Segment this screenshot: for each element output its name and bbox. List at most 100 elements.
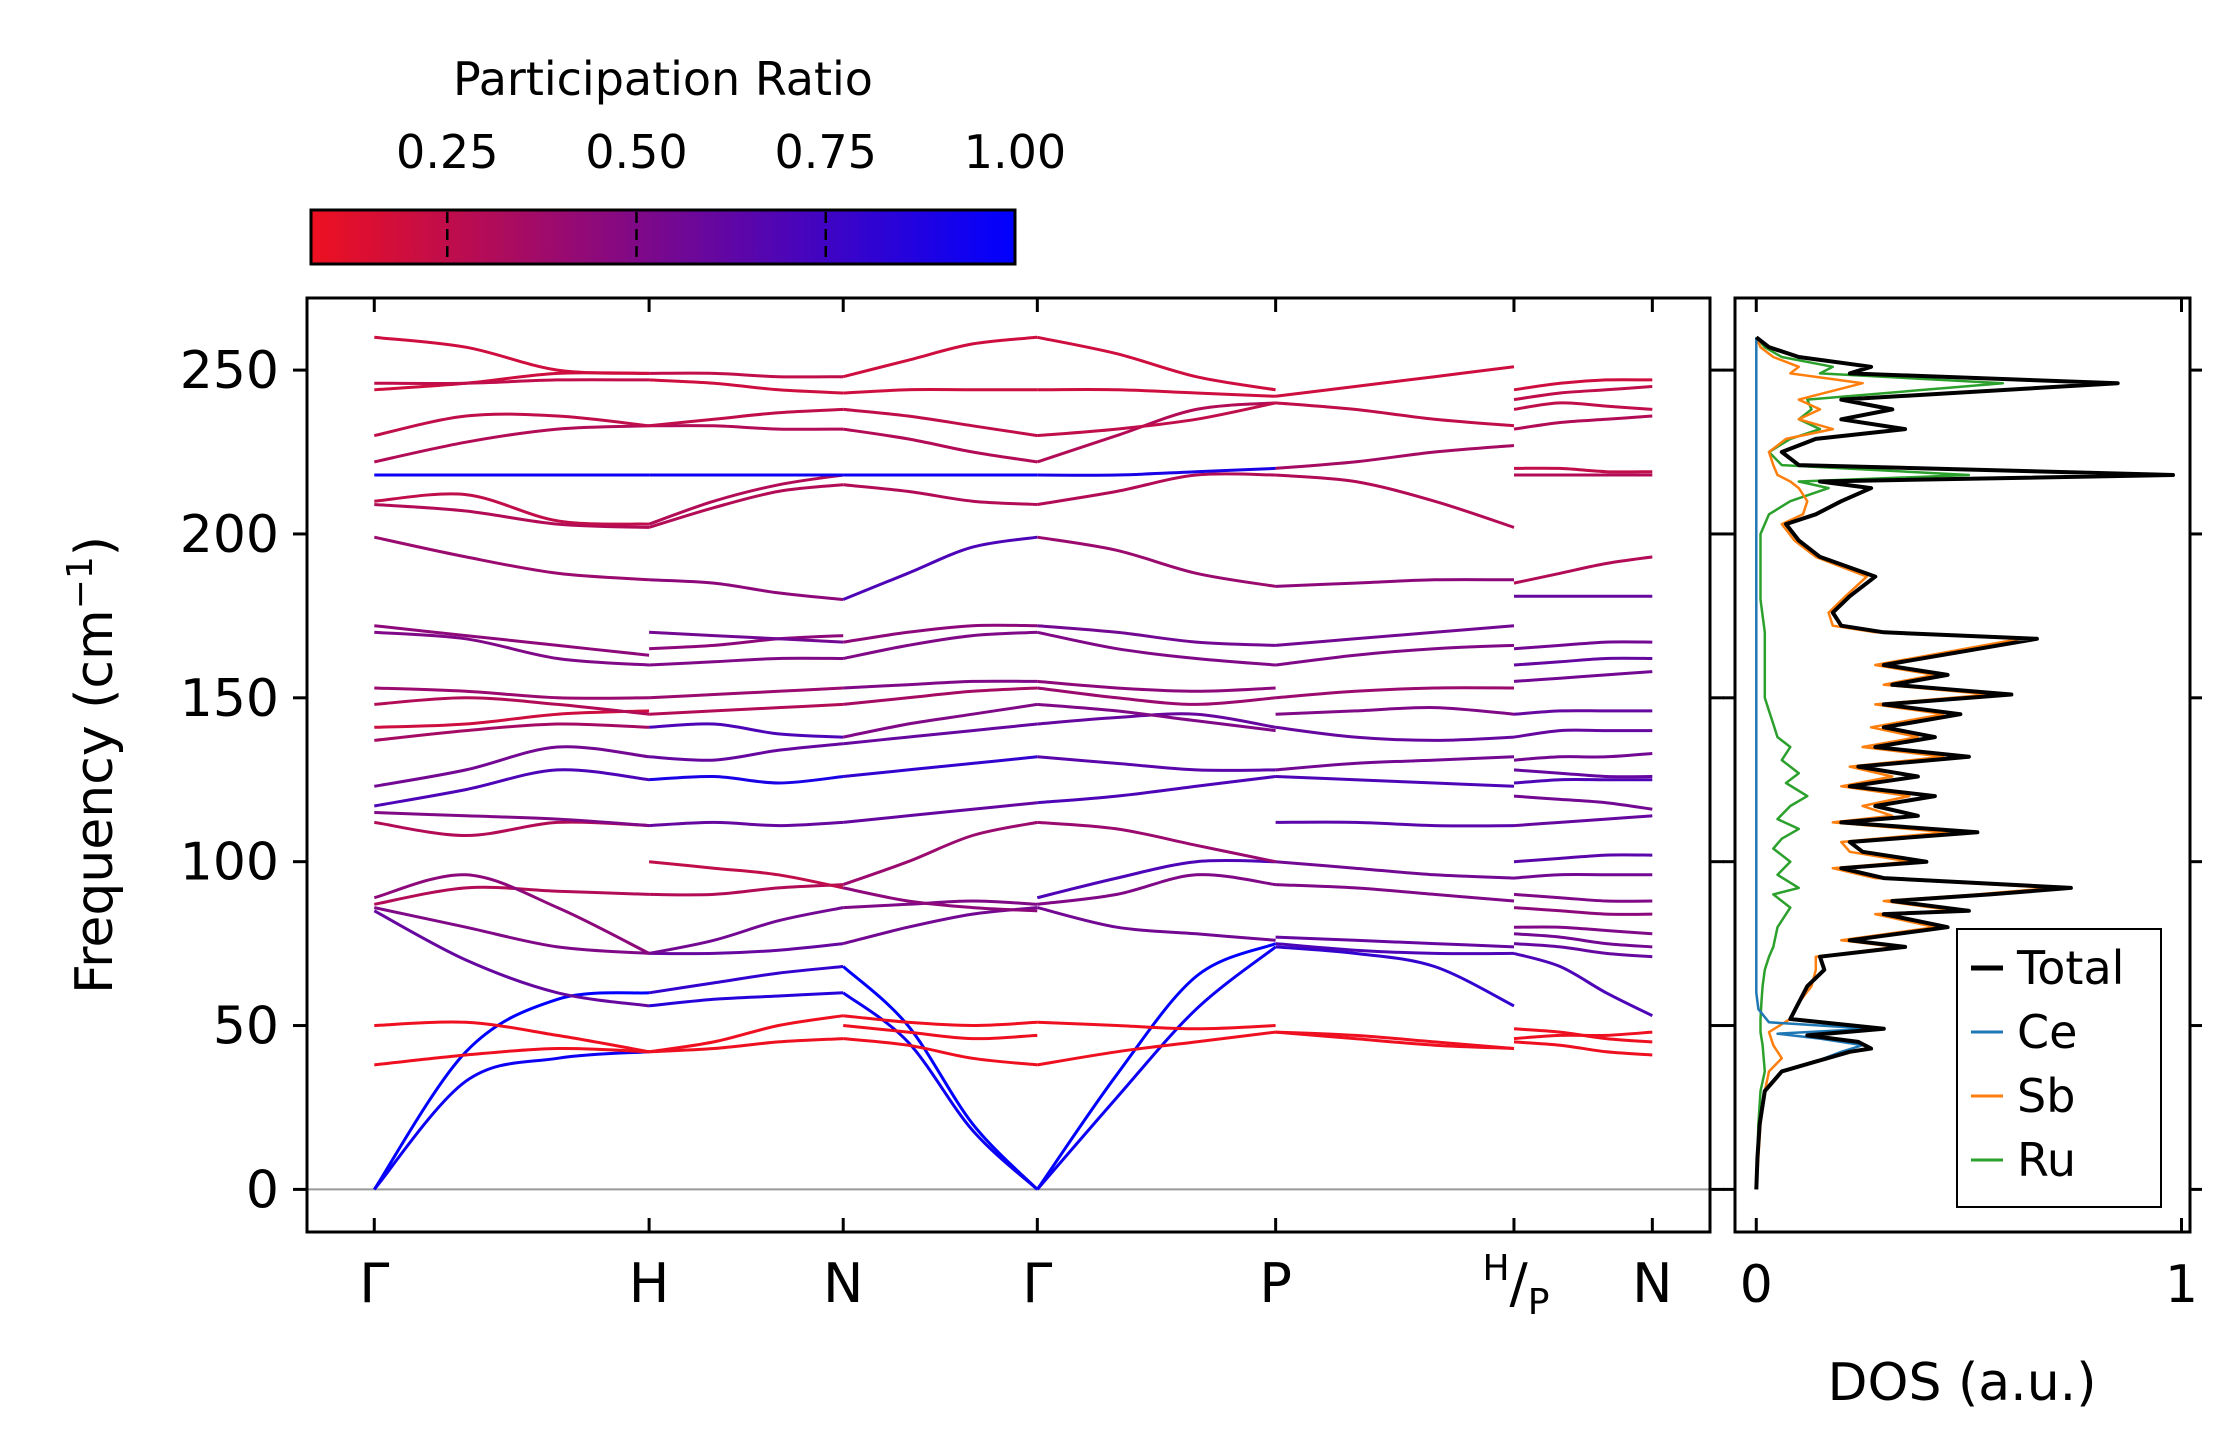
phonon-band	[374, 811, 650, 828]
phonon-band	[374, 503, 650, 529]
phonon-band	[373, 412, 650, 438]
phonon-band	[648, 1014, 844, 1054]
phonon-band	[649, 702, 844, 716]
phonon-band	[842, 820, 1038, 887]
phonon-band	[1275, 820, 1515, 828]
phonon-band	[374, 1020, 650, 1054]
phonon-band	[1037, 401, 1276, 438]
legend-label-total: Total	[2016, 941, 2124, 995]
phonon-band	[374, 820, 650, 838]
phonon-band	[374, 686, 650, 700]
phonon-band	[1037, 702, 1276, 733]
phonon-band	[1275, 686, 1515, 700]
phonon-band	[1275, 775, 1515, 788]
phonon-band	[649, 774, 844, 785]
phonon-band	[374, 335, 650, 375]
phonon-band	[648, 906, 844, 955]
phonon-band	[1275, 945, 1515, 1008]
dos-panel: 0 1 DOS (a.u.) Total Ce Sb Ru	[1723, 296, 2202, 1413]
phonon-band	[1037, 679, 1276, 693]
phonon-band	[1513, 951, 1653, 1018]
phonon-band	[374, 709, 650, 729]
phonon-band	[1275, 935, 1515, 949]
phonon-band	[1037, 1020, 1276, 1031]
phonon-band	[1037, 820, 1276, 864]
phonon-band	[1513, 709, 1653, 716]
phonon-band	[649, 424, 844, 431]
phonon-band	[1513, 853, 1653, 864]
phonon-band	[1513, 814, 1653, 828]
phonon-band	[649, 722, 844, 739]
phonon-band	[1513, 414, 1653, 431]
phonon-band	[1036, 335, 1276, 392]
phonon-band	[1513, 555, 1653, 585]
phonon-band	[1036, 858, 1276, 900]
phonon-band	[1037, 472, 1276, 506]
phonon-band	[1275, 578, 1515, 588]
phonon-band	[1513, 1040, 1653, 1057]
phonon-band	[1036, 401, 1276, 464]
phonon-band	[1275, 1030, 1515, 1050]
k-point-label: H	[629, 1252, 670, 1315]
phonon-band	[648, 407, 844, 428]
phonon-band	[649, 742, 844, 762]
phonon-band	[1037, 624, 1276, 647]
colorbar-tick-label: 0.25	[396, 125, 498, 179]
phonon-band	[1037, 755, 1276, 772]
phonon-band	[1513, 752, 1653, 762]
phonon-band	[1275, 473, 1515, 529]
phonon-band	[1513, 794, 1653, 811]
phonon-band	[374, 1046, 650, 1067]
phonon-band	[649, 630, 844, 644]
phonon-band	[1037, 686, 1276, 706]
phonon-band	[1275, 860, 1515, 880]
phonon-band	[1513, 768, 1653, 779]
phonon-band	[648, 991, 844, 1008]
phonon-band	[374, 630, 650, 667]
y-tick-label: 250	[180, 341, 279, 401]
phonon-band	[1275, 706, 1515, 716]
phonon-band	[843, 755, 1038, 778]
phonon-band	[1275, 401, 1515, 428]
phonon-band	[649, 820, 844, 828]
legend: Total Ce Sb Ru	[1956, 928, 2162, 1208]
y-tick-label: 150	[180, 669, 279, 729]
phonon-band	[1036, 906, 1276, 942]
phonon-band	[374, 885, 650, 906]
legend-label-ru: Ru	[2017, 1133, 2076, 1187]
dos-x-axis-label: DOS (a.u.)	[1828, 1353, 2097, 1413]
phonon-band	[1275, 624, 1515, 647]
phonon-band	[843, 1024, 1038, 1041]
phonon-band	[842, 427, 1038, 464]
phonon-band	[842, 702, 1038, 739]
phonon-band	[649, 686, 844, 700]
phonon-band	[1513, 670, 1653, 683]
phonon-band	[1275, 942, 1515, 956]
k-point-label: N	[1632, 1252, 1672, 1315]
phonon-band	[373, 424, 650, 464]
phonon-band	[1513, 777, 1653, 785]
phonon-band	[842, 886, 1038, 913]
k-point-label: Γ	[1022, 1252, 1052, 1315]
phonon-band	[1275, 444, 1515, 470]
phonon-band	[1037, 1030, 1276, 1067]
colorbar: Participation Ratio 0.25 0.50 0.75 1.00	[309, 52, 1066, 266]
phonon-band	[374, 745, 650, 788]
phonon-band	[843, 679, 1038, 690]
phonon-band	[843, 1014, 1038, 1028]
dos-line-ru	[1755, 336, 2005, 1190]
phonon-band	[842, 991, 1039, 1191]
phonon-band	[1037, 775, 1276, 805]
y-tick-label: 0	[246, 1160, 279, 1220]
phonon-band	[1275, 365, 1515, 398]
phonon-band	[1513, 656, 1653, 667]
phonon-band	[842, 335, 1038, 379]
y-tick-label: 200	[180, 505, 279, 565]
phonon-band	[649, 942, 844, 956]
phonon-band	[1513, 401, 1653, 411]
phonon-band	[649, 656, 844, 667]
phonon-band	[843, 388, 1038, 395]
phonon-band	[1037, 873, 1276, 906]
phonon-band	[1275, 725, 1515, 742]
